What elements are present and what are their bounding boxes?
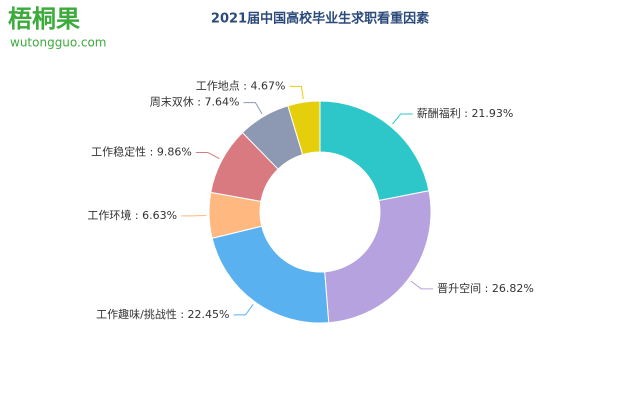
slice-value: 4.67% xyxy=(250,79,285,92)
slice-value: 26.82% xyxy=(492,282,534,295)
slice-label: 工作地点 : 4.67% xyxy=(196,79,286,92)
slice-separator: : xyxy=(240,79,251,92)
slice-value: 9.86% xyxy=(157,146,192,159)
leader-line xyxy=(233,304,254,316)
donut-segment xyxy=(211,225,330,324)
slice-label: 工作稳定性 : 9.86% xyxy=(91,145,192,159)
logo-name: 梧桐果 xyxy=(8,5,80,33)
leader-line xyxy=(392,113,413,125)
slice-label: 晋升空间 : 26.82% xyxy=(437,281,534,295)
slice-category: 工作地点 xyxy=(196,79,240,92)
slice-separator: : xyxy=(461,107,472,120)
slice-separator: : xyxy=(194,96,205,109)
slice-label: 工作趣味/挑战性 : 22.45% xyxy=(96,307,229,321)
leader-line xyxy=(410,280,434,290)
slice-category: 晋升空间 xyxy=(437,281,481,295)
slice-separator: : xyxy=(481,282,492,295)
slice-separator: : xyxy=(146,146,157,159)
chart-title: 2021届中国高校毕业生求职看重因素 xyxy=(211,11,429,27)
slice-separator: : xyxy=(177,308,188,321)
leader-line xyxy=(243,102,263,115)
slice-value: 6.63% xyxy=(142,209,177,222)
donut-segment xyxy=(319,100,430,202)
slice-value: 7.64% xyxy=(204,96,239,109)
slice-label: 薪酬福利 : 21.93% xyxy=(417,106,514,120)
slice-category: 薪酬福利 xyxy=(417,106,461,120)
slice-label: 工作环境 : 6.63% xyxy=(87,208,177,222)
slice-category: 工作环境 xyxy=(87,208,131,222)
logo-site: wutongguo.com xyxy=(10,36,107,50)
slice-label: 周末双休 : 7.64% xyxy=(150,95,240,109)
slice-category: 周末双休 xyxy=(150,95,194,109)
slice-category: 工作稳定性 xyxy=(91,145,146,159)
slice-separator: : xyxy=(131,209,142,222)
leader-line xyxy=(195,152,220,160)
slice-value: 21.93% xyxy=(471,107,513,120)
donut-segment xyxy=(287,100,321,156)
leader-line xyxy=(289,85,304,100)
slice-category: 工作趣味/挑战性 xyxy=(96,307,177,321)
slice-value: 22.45% xyxy=(188,308,230,321)
donut-segment xyxy=(324,190,432,324)
